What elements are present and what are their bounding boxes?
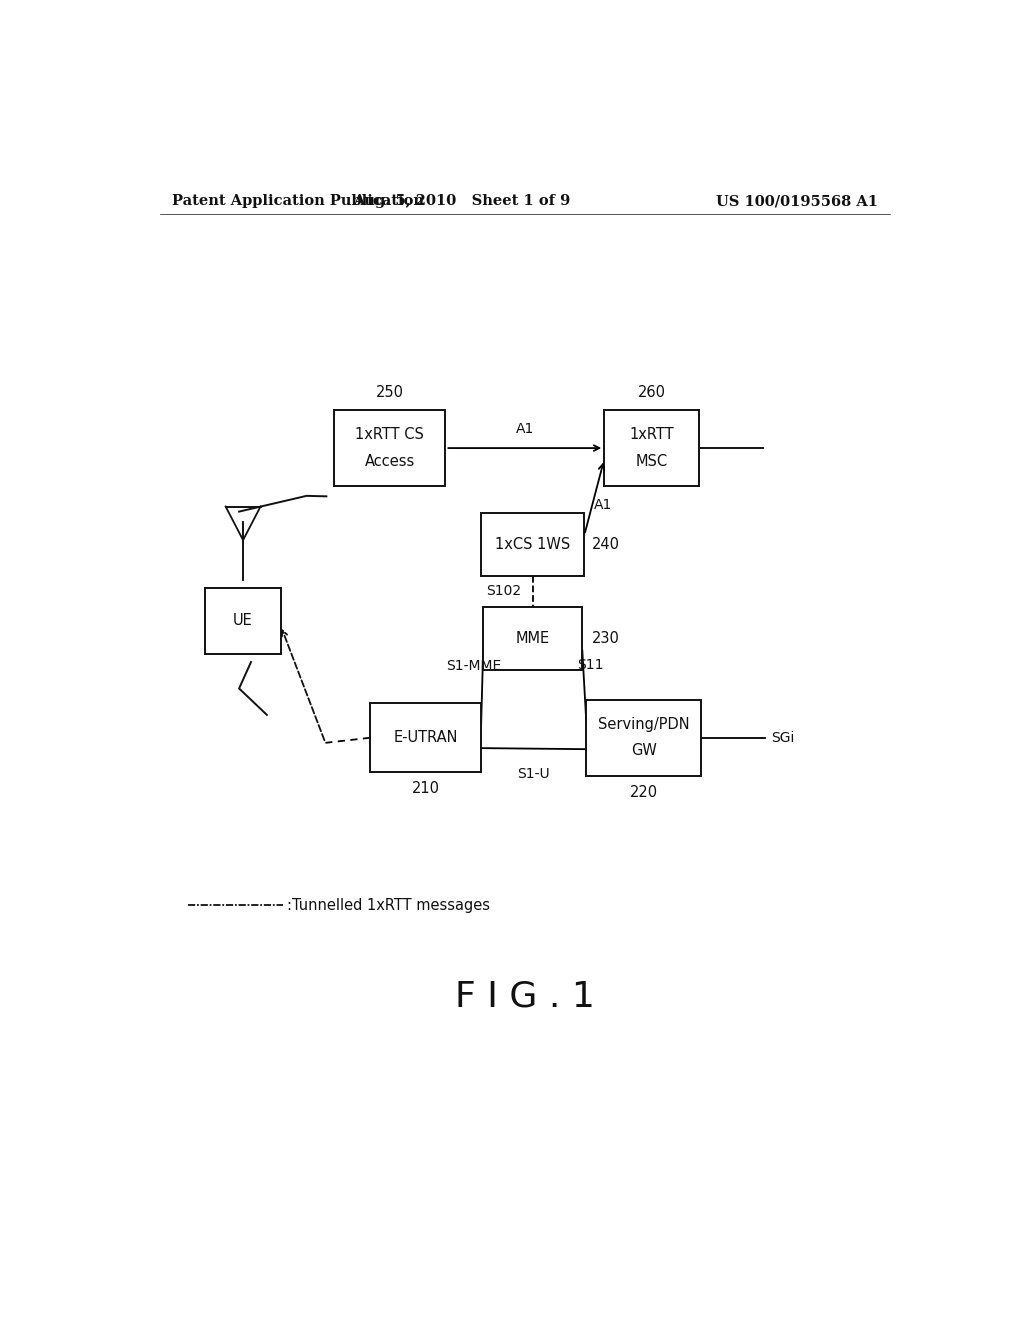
- Text: :Tunnelled 1xRTT messages: :Tunnelled 1xRTT messages: [287, 898, 489, 913]
- Bar: [587, 700, 701, 776]
- Text: GW: GW: [631, 743, 656, 759]
- Text: UE: UE: [233, 614, 253, 628]
- Text: A1: A1: [594, 498, 612, 512]
- Bar: [334, 411, 445, 486]
- Text: US 100/0195568 A1: US 100/0195568 A1: [716, 194, 878, 209]
- Text: 210: 210: [412, 781, 439, 796]
- Text: S102: S102: [485, 585, 521, 598]
- Bar: [206, 587, 281, 653]
- Text: SGi: SGi: [771, 731, 795, 744]
- Text: 240: 240: [592, 537, 621, 552]
- Text: F I G . 1: F I G . 1: [455, 979, 595, 1014]
- Text: MME: MME: [516, 631, 550, 645]
- Bar: [483, 607, 583, 669]
- Bar: [370, 704, 481, 772]
- Text: 220: 220: [630, 785, 657, 800]
- Bar: [604, 411, 699, 486]
- Text: S1-U: S1-U: [517, 767, 550, 781]
- Text: 1xRTT: 1xRTT: [630, 428, 674, 442]
- Text: Serving/PDN: Serving/PDN: [598, 717, 689, 733]
- Text: 260: 260: [638, 384, 666, 400]
- Text: 1xCS 1WS: 1xCS 1WS: [496, 537, 570, 552]
- Text: Access: Access: [365, 454, 415, 469]
- Text: A1: A1: [516, 422, 534, 436]
- Text: 1xRTT CS: 1xRTT CS: [355, 428, 424, 442]
- Text: 250: 250: [376, 384, 403, 400]
- Text: S11: S11: [578, 659, 604, 672]
- Text: 230: 230: [592, 631, 621, 645]
- Text: Patent Application Publication: Patent Application Publication: [172, 194, 424, 209]
- Text: E-UTRAN: E-UTRAN: [393, 730, 458, 746]
- Bar: [481, 513, 585, 576]
- Text: S1-MME: S1-MME: [446, 659, 502, 673]
- Text: MSC: MSC: [636, 454, 668, 469]
- Text: Aug. 5, 2010   Sheet 1 of 9: Aug. 5, 2010 Sheet 1 of 9: [352, 194, 570, 209]
